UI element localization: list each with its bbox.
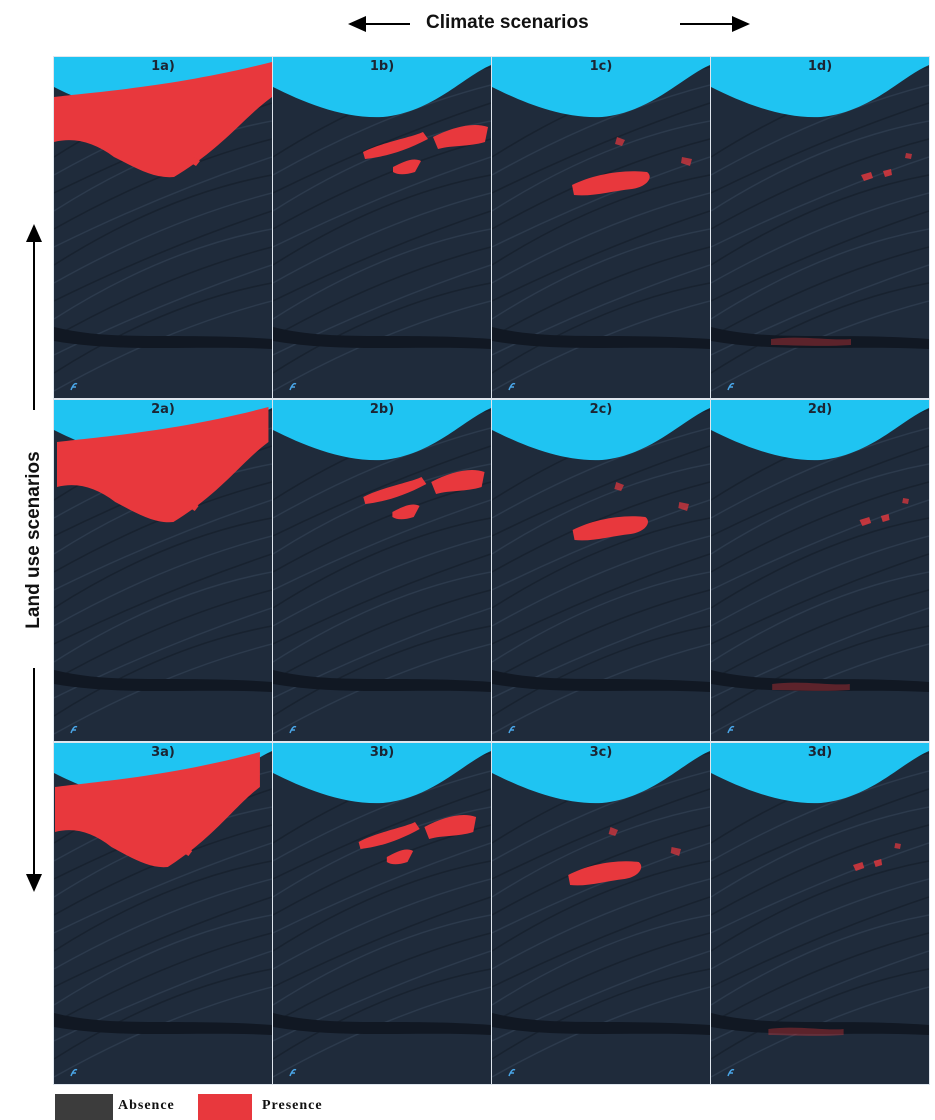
presence-area [905,153,912,159]
panel-label: 2b) [273,402,491,417]
map [711,743,929,1084]
presence-area [902,498,909,504]
map-panel: 1c) [492,57,710,398]
map-panel: 2c) [492,400,710,741]
legend-swatch-presence [198,1094,252,1120]
panel-label: 2d) [711,402,929,417]
map-panel: 2a) [54,400,272,741]
map [273,743,491,1084]
panel-label: 1b) [273,59,491,74]
panel-label: 3d) [711,745,929,760]
map [492,400,710,741]
map [54,57,272,398]
panel-label: 2c) [492,402,710,417]
map-panel: 3a) [54,743,272,1084]
map-panel: 3b) [273,743,491,1084]
map [492,743,710,1084]
map-panel: 2d) [711,400,929,741]
page: {"header": {"x_axis_label": "Climate sce… [0,0,935,1120]
legend-swatch-absence [55,1094,113,1120]
y-axis-title: Land use scenarios [23,451,45,628]
panel-label: 2a) [54,402,272,417]
panel-label: 3a) [54,745,272,760]
map [273,57,491,398]
legend-label: Presence [262,1098,323,1114]
panel-label: 3b) [273,745,491,760]
map [492,57,710,398]
map-panel: 1d) [711,57,929,398]
panel-label: 1c) [492,59,710,74]
map-panel: 3d) [711,743,929,1084]
map-panel: 2b) [273,400,491,741]
map-panel: 3c) [492,743,710,1084]
map [711,400,929,741]
panel-label: 1a) [54,59,272,74]
presence-area [894,843,901,849]
map [711,57,929,398]
map [273,400,491,741]
panel-label: 1d) [711,59,929,74]
map [54,400,272,741]
legend-label: Absence [118,1098,175,1114]
map-panel: 1b) [273,57,491,398]
x-axis-title: Climate scenarios [426,12,589,34]
panel-label: 3c) [492,745,710,760]
map [54,743,272,1084]
map-panel: 1a) [54,57,272,398]
